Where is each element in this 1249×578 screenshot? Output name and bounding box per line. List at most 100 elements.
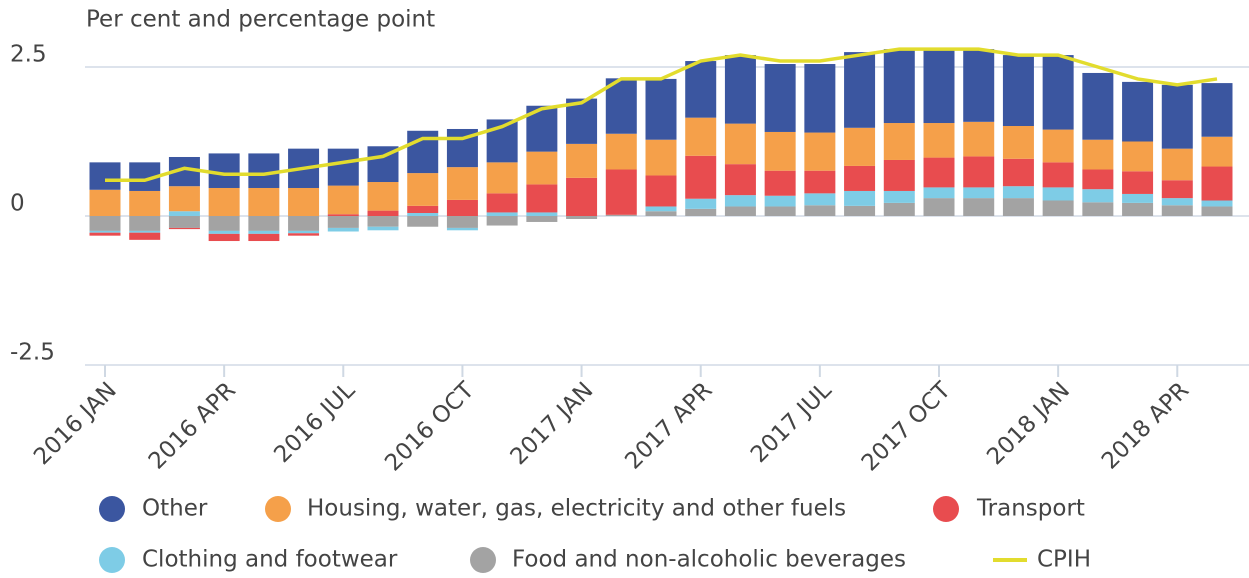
bar-segment (486, 193, 518, 213)
bar-segment (605, 78, 637, 134)
bar-segment (764, 195, 796, 207)
chart-subtitle: Per cent and percentage point (86, 7, 435, 33)
bar-segment (1002, 198, 1034, 216)
y-tick-label: -2.5 (10, 340, 55, 366)
bar-segment (923, 123, 955, 158)
bar-segment (446, 227, 478, 231)
legend-marker (933, 496, 959, 522)
legend-label: Clothing and footwear (142, 547, 398, 573)
bar-segment (724, 195, 756, 207)
bar-segment (1201, 136, 1233, 167)
bar-segment (685, 61, 717, 118)
bar-segment (1042, 55, 1074, 130)
bar-segment (129, 232, 161, 240)
bar-segment (327, 216, 359, 228)
legend-marker (99, 547, 125, 573)
bar-segment (526, 151, 558, 185)
bar-segment (248, 153, 280, 188)
bar-segment (724, 164, 756, 196)
bar-segment (327, 227, 359, 232)
x-tick-label: 2016 APR (144, 377, 241, 474)
bar-segment (1161, 198, 1193, 206)
bar-segment (1042, 200, 1074, 216)
bar-segment (288, 187, 320, 216)
bar-segment (923, 187, 955, 199)
bar-segment (168, 211, 200, 216)
bar-segment (1082, 189, 1114, 203)
bar-segment (883, 190, 915, 203)
bar-segment (248, 230, 280, 234)
bar-segment (1122, 141, 1154, 172)
bar-segment (89, 232, 121, 236)
bar-segment (1161, 148, 1193, 181)
legend-label: Transport (976, 496, 1085, 522)
bar-segment (1042, 162, 1074, 188)
bar-segment (327, 185, 359, 215)
bar-segment (208, 187, 240, 216)
legend-marker (99, 496, 125, 522)
bar-segment (764, 206, 796, 216)
bar-segment (923, 157, 955, 188)
bar-segment (1082, 139, 1114, 170)
bar-segment (1002, 126, 1034, 159)
bar-segment (486, 212, 518, 216)
bar-segment (844, 165, 876, 191)
bar-segment (89, 162, 121, 190)
bar-segment (208, 216, 240, 231)
bar-segment (486, 162, 518, 194)
bar-segment (1082, 169, 1114, 190)
bar-segment (1002, 158, 1034, 187)
bar-segment (883, 202, 915, 216)
bar-segment (685, 155, 717, 199)
bar-segment (288, 233, 320, 236)
bar-segment (407, 173, 439, 206)
y-tick-label: 2.5 (10, 42, 47, 68)
bar-segment (367, 216, 399, 227)
bar-segment (724, 55, 756, 124)
bar-segment (407, 216, 439, 227)
bar-segment (168, 186, 200, 212)
bar-segment (1122, 171, 1154, 194)
legend-label: CPIH (1037, 547, 1091, 573)
bar-segment (208, 230, 240, 234)
bar-segment (288, 230, 320, 234)
bar-segment (526, 184, 558, 213)
bar-segment (1002, 55, 1034, 127)
bar-segment (645, 139, 677, 176)
bar-segment (1002, 186, 1034, 199)
bar-segment (1122, 202, 1154, 216)
bar-segment (526, 212, 558, 216)
bar-segment (248, 187, 280, 216)
bar-segment (208, 233, 240, 242)
legend-marker (470, 547, 496, 573)
bar-segment (566, 98, 598, 144)
bar-segment (566, 177, 598, 216)
bar-segment (645, 78, 677, 140)
legend-label: Food and non-alcoholic beverages (512, 547, 906, 573)
bar-segment (129, 190, 161, 216)
bar-segment (685, 117, 717, 156)
bar-segment (89, 189, 121, 216)
bar-segment (446, 167, 478, 200)
bar-segment (963, 187, 995, 199)
bar-segment (1201, 200, 1233, 207)
bar-segment (248, 216, 280, 231)
bar-segment (248, 233, 280, 242)
bar-segment (168, 216, 200, 228)
bar-segment (844, 127, 876, 166)
bar-segment (605, 133, 637, 170)
bar-segment (844, 52, 876, 128)
x-tick-label: 2017 JAN (506, 377, 599, 470)
x-tick-label: 2016 JAN (29, 377, 122, 470)
bar-segment (1161, 84, 1193, 149)
bar-segment (89, 230, 121, 233)
bar-segment (1082, 72, 1114, 140)
bar-segment (1122, 81, 1154, 142)
bar-segment (1082, 202, 1114, 216)
bar-segment (804, 170, 836, 194)
bar-segment (923, 198, 955, 216)
bar-segment (208, 153, 240, 188)
bar-segment (1122, 193, 1154, 203)
bar-segment (724, 123, 756, 165)
bar-segment (407, 213, 439, 216)
